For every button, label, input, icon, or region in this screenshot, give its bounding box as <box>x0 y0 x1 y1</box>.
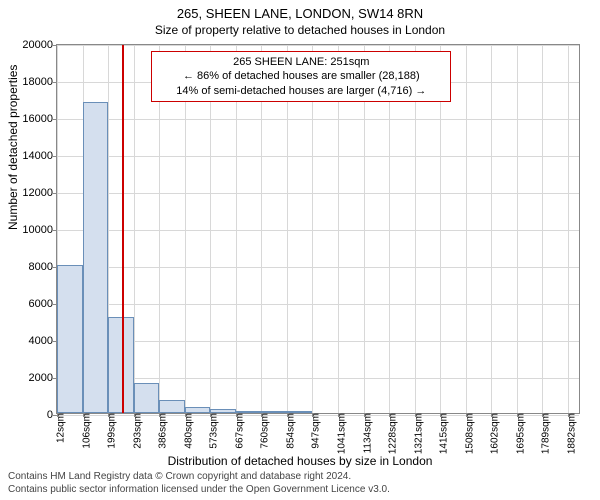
chart-subtitle: Size of property relative to detached ho… <box>0 21 600 37</box>
histogram-bar <box>83 102 108 413</box>
reference-line <box>122 45 124 413</box>
ytick-label: 16000 <box>22 113 57 125</box>
histogram-bar <box>236 411 261 413</box>
chart-container: 265, SHEEN LANE, LONDON, SW14 8RN Size o… <box>0 0 600 500</box>
xtick-label: 854sqm <box>284 413 297 449</box>
gridline-h <box>57 341 579 342</box>
footer-line1: Contains HM Land Registry data © Crown c… <box>8 470 390 483</box>
histogram-bar <box>287 411 312 413</box>
xtick-label: 1228sqm <box>386 413 399 454</box>
x-axis-label: Distribution of detached houses by size … <box>0 454 600 468</box>
ytick-label: 14000 <box>22 150 57 162</box>
xtick-label: 667sqm <box>232 413 245 449</box>
ytick-label: 10000 <box>22 224 57 236</box>
ytick-label: 18000 <box>22 76 57 88</box>
gridline-h <box>57 230 579 231</box>
xtick-label: 760sqm <box>258 413 271 449</box>
annotation-line3: 14% of semi-detached houses are larger (… <box>160 84 442 98</box>
xtick-label: 1602sqm <box>488 413 501 454</box>
gridline-h <box>57 119 579 120</box>
gridline-h <box>57 267 579 268</box>
ytick-label: 4000 <box>29 335 57 347</box>
xtick-label: 106sqm <box>79 413 92 449</box>
footer-line2: Contains public sector information licen… <box>8 483 390 496</box>
ytick-label: 12000 <box>22 187 57 199</box>
xtick-label: 1695sqm <box>513 413 526 454</box>
xtick-label: 480sqm <box>181 413 194 449</box>
xtick-label: 1882sqm <box>564 413 577 454</box>
gridline-h <box>57 378 579 379</box>
gridline-v <box>134 45 135 413</box>
histogram-bar <box>57 265 83 413</box>
histogram-bar <box>185 407 210 413</box>
xtick-label: 1415sqm <box>437 413 450 454</box>
histogram-bar <box>159 400 185 413</box>
xtick-label: 1321sqm <box>411 413 424 454</box>
xtick-label: 1789sqm <box>539 413 552 454</box>
histogram-bar <box>261 411 287 413</box>
xtick-label: 1134sqm <box>360 413 373 453</box>
annotation-box: 265 SHEEN LANE: 251sqm← 86% of detached … <box>151 51 451 102</box>
histogram-bar <box>134 383 159 413</box>
xtick-label: 1508sqm <box>462 413 475 454</box>
xtick-label: 12sqm <box>54 413 67 443</box>
xtick-label: 947sqm <box>309 413 322 449</box>
plot-area: 0200040006000800010000120001400016000180… <box>56 44 580 414</box>
xtick-label: 199sqm <box>105 413 118 449</box>
ytick-label: 6000 <box>29 298 57 310</box>
xtick-label: 1041sqm <box>335 413 348 454</box>
gridline-v <box>491 45 492 413</box>
histogram-bar <box>108 317 134 413</box>
ytick-label: 2000 <box>29 372 57 384</box>
gridline-h <box>57 193 579 194</box>
gridline-h <box>57 156 579 157</box>
gridline-v <box>568 45 569 413</box>
xtick-label: 293sqm <box>130 413 143 449</box>
annotation-line2: ← 86% of detached houses are smaller (28… <box>160 69 442 83</box>
xtick-label: 386sqm <box>156 413 169 449</box>
xtick-label: 573sqm <box>207 413 220 449</box>
annotation-line1: 265 SHEEN LANE: 251sqm <box>160 55 442 69</box>
gridline-h <box>57 304 579 305</box>
ytick-label: 20000 <box>22 39 57 51</box>
ytick-label: 8000 <box>29 261 57 273</box>
gridline-h <box>57 45 579 46</box>
histogram-bar <box>210 409 236 413</box>
gridline-v <box>517 45 518 413</box>
footer-attribution: Contains HM Land Registry data © Crown c… <box>8 470 390 496</box>
gridline-v <box>542 45 543 413</box>
chart-title: 265, SHEEN LANE, LONDON, SW14 8RN <box>0 0 600 21</box>
y-axis-label: Number of detached properties <box>6 65 20 230</box>
gridline-v <box>466 45 467 413</box>
